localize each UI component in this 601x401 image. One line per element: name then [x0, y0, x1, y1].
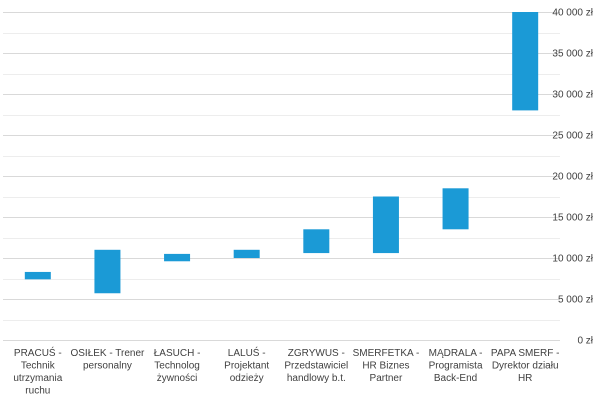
- gridlines: [3, 12, 560, 341]
- range-bar: [24, 271, 51, 280]
- y-tick-label: 40 000 zł: [552, 8, 593, 19]
- range-bar: [303, 229, 330, 254]
- range-bar: [512, 12, 539, 111]
- range-bar: [94, 249, 121, 294]
- y-tick-label: 30 000 zł: [552, 90, 593, 101]
- x-category-label: LALUŚ -Projektant odzieży: [224, 346, 269, 384]
- x-category-label: PAPA SMERF -Dyrektor działu HR: [491, 348, 560, 384]
- x-category-label: ZGRYWUS -Przedstawiciel handlowy b.t.: [284, 348, 348, 384]
- y-axis-labels: 0 zł 5 000 zł 10 000 zł 15 000 zł 20 000 zł 2…: [552, 8, 593, 347]
- y-tick-label: 35 000 zł: [552, 49, 593, 60]
- y-tick-label: 5 000 zł: [558, 295, 594, 306]
- y-tick-label: 15 000 zł: [552, 213, 593, 224]
- y-tick-label: 25 000 zł: [552, 131, 593, 142]
- x-category-label: OSIŁEK - Trener personalny: [70, 348, 145, 372]
- x-axis-labels: PRACUŚ -Technik utrzymania ruchu OSIŁEK - T…: [13, 346, 559, 397]
- range-bar: [164, 253, 191, 262]
- range-bar: [233, 249, 260, 258]
- x-category-label: SMERFETKA -HR Biznes Partner: [353, 348, 420, 384]
- x-category-label: MĄDRALA -Programista Back-End: [429, 348, 483, 384]
- y-tick-label: 20 000 zł: [552, 172, 593, 183]
- y-tick-label: 0 zł: [577, 336, 593, 347]
- bars: [24, 12, 539, 294]
- x-category-label: PRACUŚ -Technik utrzymania ruchu: [13, 346, 62, 397]
- range-bar: [442, 188, 469, 230]
- y-tick-label: 10 000 zł: [552, 254, 593, 265]
- x-category-label: ŁASUCH -Technolog żywności: [154, 348, 201, 384]
- range-bar: [372, 196, 399, 254]
